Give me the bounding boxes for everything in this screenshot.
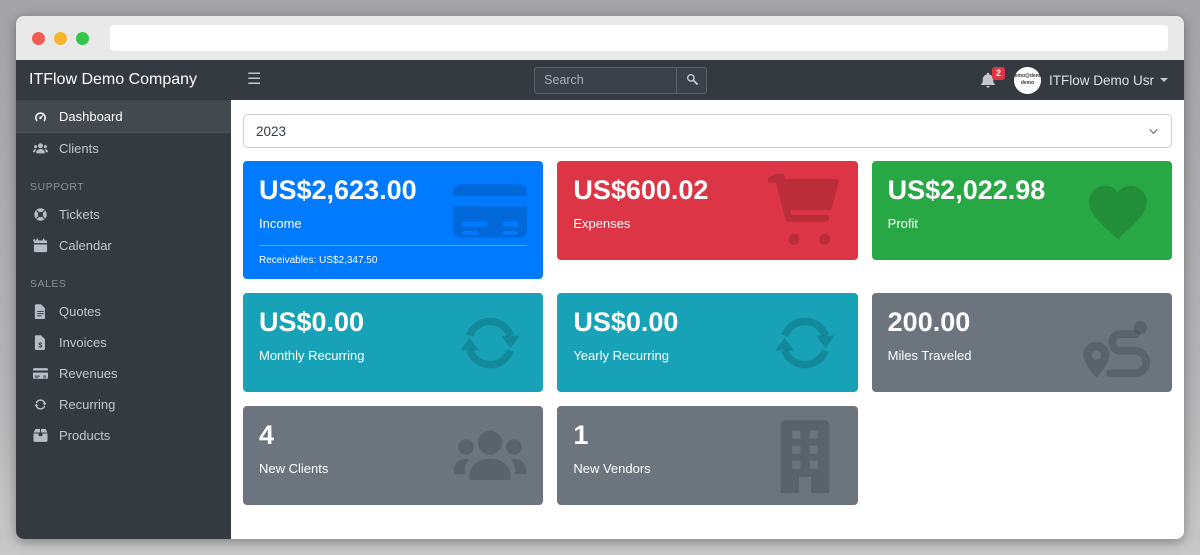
stat-card-new-clients: 4 New Clients — [243, 405, 544, 505]
card-label: Miles Traveled — [887, 347, 972, 363]
sidebar-item-recurring[interactable]: Recurring — [16, 389, 231, 420]
search-icon — [686, 73, 698, 88]
year-select[interactable]: 2023 — [243, 114, 1172, 148]
sidebar-item-dashboard[interactable]: Dashboard — [16, 101, 231, 133]
route-icon — [1082, 306, 1156, 380]
sidebar-item-clients[interactable]: Clients — [16, 133, 231, 164]
credit-card-icon — [30, 366, 50, 381]
box-icon — [30, 428, 50, 443]
sidebar-item-invoices[interactable]: Invoices — [16, 327, 231, 358]
stat-card-miles-traveled: 200.00 Miles Traveled — [871, 292, 1172, 392]
sidebar-item-tickets[interactable]: Tickets — [16, 199, 231, 230]
avatar: demo@demo demo — [1011, 66, 1044, 94]
stat-card-profit: US$2,022.98 Profit — [871, 161, 1172, 260]
sidebar-item-calendar[interactable]: Calendar — [16, 230, 231, 261]
card-value: 4 — [259, 419, 275, 450]
chevron-down-icon — [1148, 126, 1159, 137]
sidebar-nav: Dashboard Clients SUPPORT Tickets Calend… — [16, 101, 231, 451]
stat-card-yearly-recurring: US$0.00 Yearly Recurring — [557, 292, 858, 392]
caret-down-icon — [1160, 78, 1168, 82]
main-area: ☰ 2 demo@demo — [231, 60, 1184, 539]
notification-badge: 2 — [991, 67, 1005, 80]
close-window-button[interactable] — [32, 31, 45, 45]
dashboard-content: 2023 US$2,623.00 Income Receivables: US$… — [231, 100, 1184, 539]
card-value: US$2,022.98 — [887, 175, 1046, 205]
navbar-right: 2 demo@demo demo ITFlow Demo Usr — [980, 66, 1168, 94]
card-value: US$600.02 — [573, 175, 709, 205]
card-value: 200.00 — [887, 306, 971, 337]
card-label: New Clients — [259, 460, 329, 476]
file-invoice-dollar-icon — [30, 335, 50, 350]
users-icon — [453, 419, 527, 493]
sidebar-section-support: SUPPORT — [30, 181, 85, 193]
minimize-window-button[interactable] — [54, 31, 67, 45]
year-select-value: 2023 — [256, 123, 287, 139]
building-icon — [768, 419, 842, 493]
card-label: New Vendors — [573, 460, 651, 476]
brand-link[interactable]: ITFlow Demo Company — [16, 60, 231, 101]
sidebar-item-label: Revenues — [59, 366, 118, 381]
sidebar-item-products[interactable]: Products — [16, 420, 231, 451]
avatar-text-line: demo@demo — [1011, 73, 1044, 79]
heart-icon — [1082, 174, 1156, 248]
card-value: US$0.00 — [573, 306, 679, 337]
avatar-text-line: demo — [1020, 80, 1035, 86]
card-label: Income — [259, 215, 302, 231]
user-menu[interactable]: demo@demo demo ITFlow Demo Usr — [1011, 66, 1168, 94]
card-label: Profit — [887, 215, 918, 231]
sidebar-item-label: Tickets — [59, 207, 100, 222]
sidebar-item-label: Dashboard — [59, 109, 123, 124]
sidebar-section-sales: SALES — [30, 278, 67, 290]
sidebar-item-quotes[interactable]: Quotes — [16, 296, 231, 327]
card-label: Yearly Recurring — [573, 347, 669, 363]
search-input[interactable] — [534, 66, 677, 94]
card-value: US$2,623.00 — [259, 175, 417, 205]
stat-card-expenses: US$600.02 Expenses — [557, 161, 858, 260]
credit-card-icon — [453, 174, 527, 248]
users-icon — [30, 141, 50, 156]
life-ring-icon — [30, 207, 50, 222]
card-value: US$0.00 — [259, 306, 365, 337]
sync-icon — [768, 306, 842, 380]
sidebar-item-label: Invoices — [59, 335, 107, 350]
browser-titlebar — [16, 16, 1184, 60]
file-lines-icon — [30, 304, 50, 319]
stat-card-income: US$2,623.00 Income Receivables: US$2,347… — [243, 161, 544, 279]
top-navbar: ☰ 2 demo@demo — [231, 60, 1184, 100]
sync-icon — [30, 397, 50, 412]
stat-card-monthly-recurring: US$0.00 Monthly Recurring — [243, 292, 544, 392]
search-button[interactable] — [676, 67, 707, 94]
card-footer: Receivables: US$2,347.50 — [259, 244, 528, 266]
shopping-cart-icon — [768, 174, 842, 248]
card-label: Monthly Recurring — [259, 347, 365, 363]
sidebar-item-label: Recurring — [59, 397, 116, 412]
card-label: Expenses — [573, 215, 631, 231]
sidebar-item-label: Quotes — [59, 304, 101, 319]
sync-icon — [453, 306, 527, 380]
stat-card-new-vendors: 1 New Vendors — [557, 405, 858, 505]
browser-window: ITFlow Demo Company Dashboard Clients SU… — [16, 16, 1184, 539]
search-group — [261, 67, 980, 94]
notifications-button[interactable]: 2 — [980, 67, 1005, 88]
user-name: ITFlow Demo Usr — [1048, 72, 1154, 88]
sidebar-item-label: Clients — [59, 141, 99, 156]
stat-card-grid: US$2,623.00 Income Receivables: US$2,347… — [243, 161, 1172, 505]
app-frame: ITFlow Demo Company Dashboard Clients SU… — [16, 60, 1184, 539]
sidebar: ITFlow Demo Company Dashboard Clients SU… — [16, 60, 231, 539]
sidebar-item-label: Calendar — [59, 238, 112, 253]
gauge-icon — [30, 109, 50, 124]
sidebar-item-label: Products — [59, 428, 111, 443]
address-bar[interactable] — [110, 25, 1168, 51]
calendar-icon — [30, 238, 50, 253]
card-value: 1 — [573, 419, 589, 450]
maximize-window-button[interactable] — [76, 31, 89, 45]
sidebar-item-revenues[interactable]: Revenues — [16, 358, 231, 389]
menu-toggle-button[interactable]: ☰ — [247, 71, 262, 88]
